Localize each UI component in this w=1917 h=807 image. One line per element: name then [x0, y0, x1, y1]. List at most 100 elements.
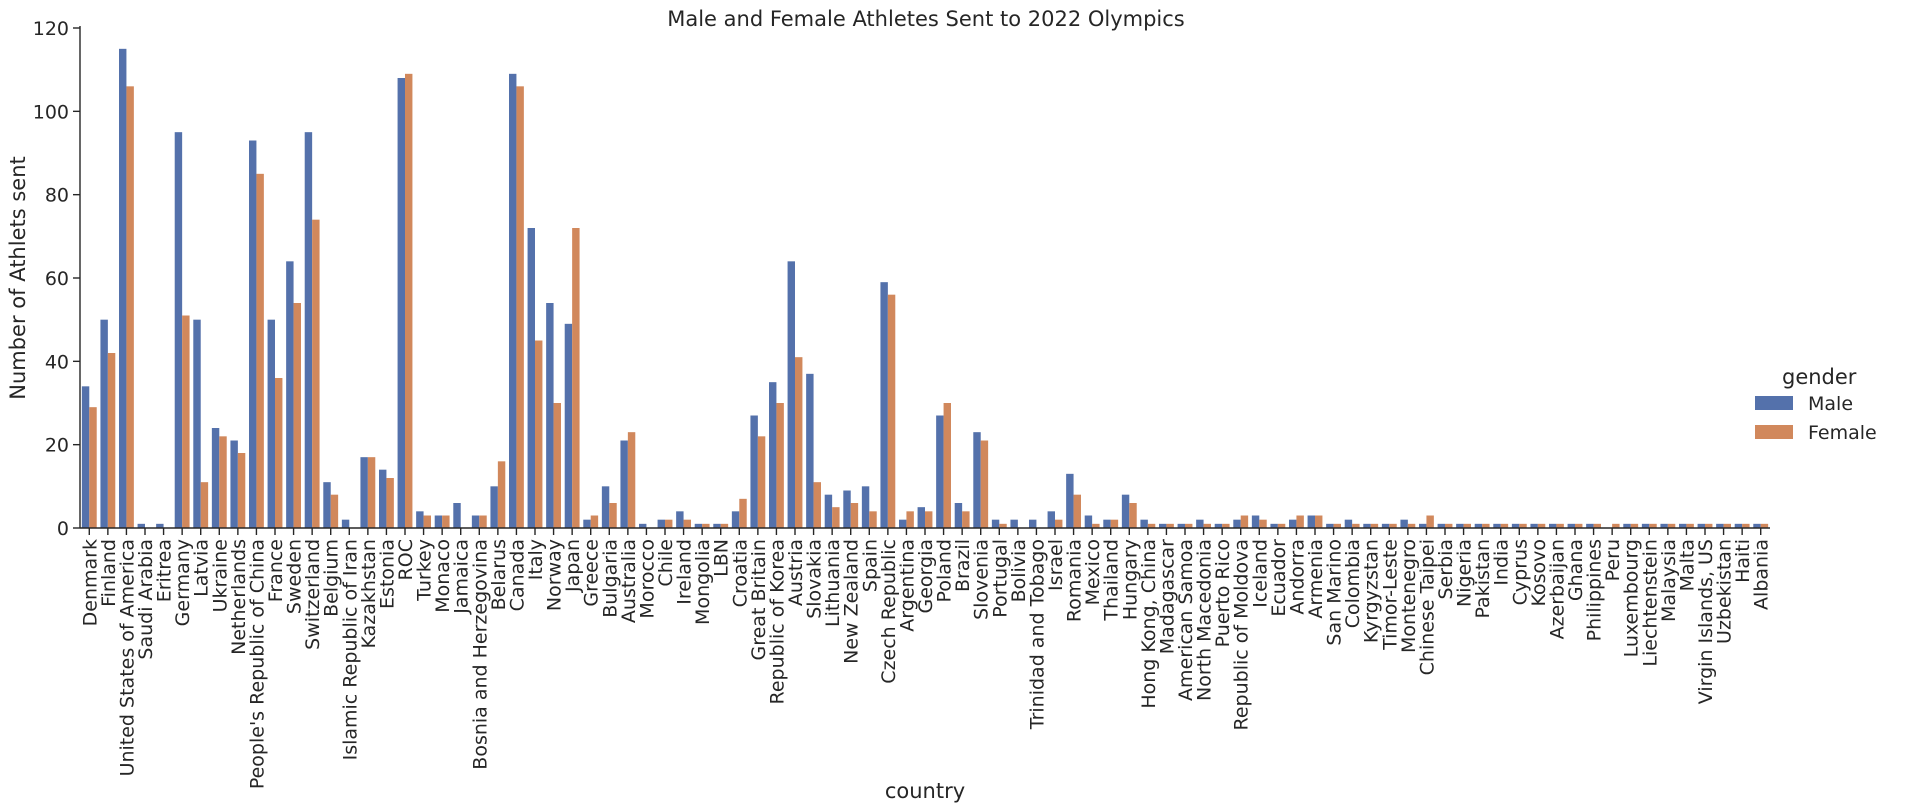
- bar-male: [304, 132, 313, 529]
- x-tick-label: Czech Republic: [878, 539, 900, 684]
- bar-male: [137, 523, 145, 528]
- x-tick-label: United States of America: [116, 539, 138, 776]
- x-tick-label: Estonia: [376, 539, 398, 609]
- y-tick-label: 120: [33, 18, 69, 40]
- x-tick-label: Greece: [581, 539, 603, 607]
- bar-female: [1092, 523, 1100, 528]
- bar-female: [1110, 519, 1119, 528]
- legend-title: gender: [1782, 365, 1857, 389]
- x-tick-label: Philippines: [1584, 539, 1606, 641]
- bar-male: [119, 48, 127, 528]
- bar-male: [379, 469, 387, 528]
- x-tick-label: Japan: [562, 539, 584, 593]
- x-tick-label: Poland: [934, 539, 956, 602]
- x-tick-label: Norway: [544, 539, 566, 611]
- bar-male: [1716, 523, 1724, 528]
- bar-male: [490, 486, 498, 528]
- bar-male: [156, 523, 164, 528]
- bar-female: [553, 403, 561, 528]
- bar-male: [769, 382, 777, 528]
- bar-male: [1066, 473, 1074, 528]
- x-tick-label: Switzerland: [302, 539, 324, 650]
- bar-male: [991, 519, 1000, 528]
- bar-male: [1660, 523, 1668, 528]
- y-tick-label: 100: [33, 101, 69, 123]
- bar-female: [1203, 523, 1211, 528]
- x-tick-label: India: [1491, 539, 1513, 586]
- bar-female: [89, 407, 97, 528]
- bar-female: [1129, 503, 1137, 528]
- bar-male: [1679, 523, 1687, 528]
- bar-male: [416, 511, 424, 528]
- bar-male: [1549, 523, 1557, 528]
- bar-male: [1307, 515, 1315, 528]
- bar-male: [1084, 515, 1093, 528]
- x-tick-label: Denmark: [79, 539, 101, 626]
- bar-male: [1103, 519, 1111, 528]
- bar-female: [442, 515, 450, 528]
- x-tick-label: Brazil: [952, 539, 974, 592]
- bar-female: [386, 478, 394, 528]
- bar-male: [527, 228, 535, 528]
- x-tick-label: Georgia: [915, 539, 937, 614]
- bar-female: [1352, 523, 1360, 528]
- bar-female: [887, 294, 896, 528]
- bar-female: [479, 515, 487, 528]
- bar-female: [980, 440, 989, 528]
- bar-male: [583, 519, 591, 528]
- bar-male: [453, 503, 461, 528]
- x-tick-label: Croatia: [729, 539, 751, 607]
- bar-male: [1326, 523, 1334, 528]
- bar-male: [1641, 523, 1650, 528]
- x-tick-label: Monaco: [432, 539, 454, 613]
- x-tick-label: Lithuania: [822, 539, 844, 627]
- x-tick-label: Netherlands: [228, 539, 250, 655]
- bar-male: [230, 440, 238, 528]
- legend: gender Male Female: [1755, 365, 1877, 444]
- bar-female: [219, 436, 227, 528]
- bar-female: [405, 73, 413, 528]
- bar-male: [601, 486, 610, 528]
- bar-male: [341, 519, 350, 528]
- bar-female: [1240, 515, 1249, 528]
- x-tick-label: San Marino: [1324, 539, 1346, 646]
- legend-swatch-male: [1755, 396, 1793, 410]
- x-tick-label: Islamic Republic of Iran: [339, 539, 361, 760]
- bar-female: [739, 498, 747, 528]
- x-tick-label: Canada: [506, 539, 528, 611]
- bar-male: [1159, 523, 1167, 528]
- bar-female: [367, 457, 376, 528]
- bar-male: [1233, 519, 1241, 528]
- x-tick-label: Malta: [1676, 539, 1698, 591]
- bar-female: [1482, 523, 1490, 528]
- bar-female: [1612, 523, 1620, 528]
- bar-female: [1073, 494, 1081, 528]
- bar-female: [535, 340, 543, 528]
- y-axis-ticks: 0 20 40 60 80 100 120: [33, 18, 80, 540]
- bar-male: [1140, 519, 1148, 528]
- x-tick-label: Albania: [1751, 539, 1773, 610]
- bar-male: [713, 523, 721, 528]
- bar-female: [776, 403, 784, 528]
- bar-female: [609, 503, 617, 528]
- bar-female: [1537, 523, 1546, 528]
- bar-male: [917, 507, 925, 528]
- bar-male: [861, 486, 870, 528]
- bar-male: [1400, 519, 1408, 528]
- x-tick-label: Ukraine: [209, 539, 231, 612]
- x-tick-label: Sweden: [284, 539, 306, 614]
- legend-swatch-female: [1755, 425, 1793, 439]
- bar-female: [1370, 523, 1379, 528]
- bar-female: [1500, 523, 1509, 528]
- x-tick-label: Nigeria: [1454, 539, 1476, 607]
- bar-female: [1630, 523, 1639, 528]
- bar-male: [509, 73, 517, 528]
- x-tick-label: Trinidad and Tobago: [1026, 539, 1048, 730]
- x-tick-label: Hong Kong, China: [1138, 539, 1160, 709]
- x-tick-label: France: [265, 539, 287, 602]
- x-tick-label: Andorra: [1286, 539, 1308, 615]
- bar-female: [1389, 523, 1397, 528]
- x-tick-label: Cyprus: [1509, 539, 1531, 605]
